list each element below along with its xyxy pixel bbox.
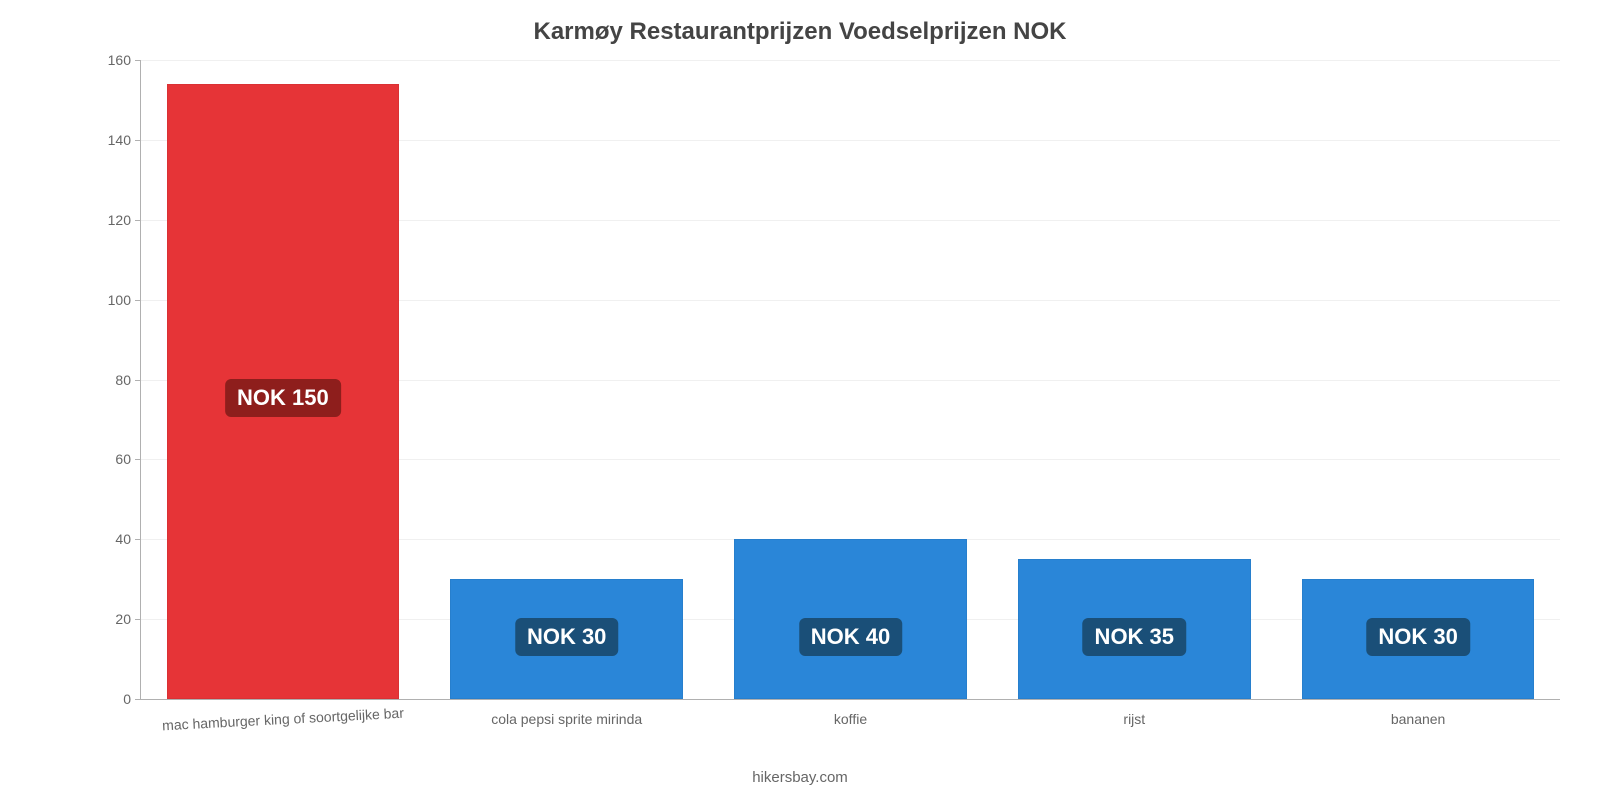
bar-value-label: NOK 40: [799, 618, 902, 656]
ytick-label: 40: [91, 531, 141, 547]
bar-value-label: NOK 30: [515, 618, 618, 656]
ytick-label: 140: [91, 132, 141, 148]
gridline: [141, 60, 1560, 61]
bar-value-label: NOK 35: [1083, 618, 1186, 656]
chart-container: Karmøy Restaurantprijzen Voedselprijzen …: [0, 0, 1600, 800]
ytick-label: 100: [91, 292, 141, 308]
x-axis-label: cola pepsi sprite mirinda: [491, 711, 642, 727]
ytick-label: 20: [91, 611, 141, 627]
ytick-label: 0: [91, 691, 141, 707]
x-axis-label: koffie: [834, 711, 867, 727]
chart-caption: hikersbay.com: [0, 769, 1600, 786]
x-axis-label: rijst: [1123, 711, 1145, 727]
x-axis-label: mac hamburger king of soortgelijke bar: [162, 705, 405, 734]
ytick-label: 120: [91, 212, 141, 228]
ytick-label: 160: [91, 52, 141, 68]
chart-title: Karmøy Restaurantprijzen Voedselprijzen …: [0, 18, 1600, 46]
bar-value-label: NOK 150: [225, 379, 341, 417]
plot-area: 020406080100120140160NOK 150mac hamburge…: [140, 60, 1560, 700]
x-axis-label: bananen: [1391, 711, 1446, 727]
ytick-label: 80: [91, 372, 141, 388]
ytick-label: 60: [91, 451, 141, 467]
bar-value-label: NOK 30: [1366, 618, 1469, 656]
